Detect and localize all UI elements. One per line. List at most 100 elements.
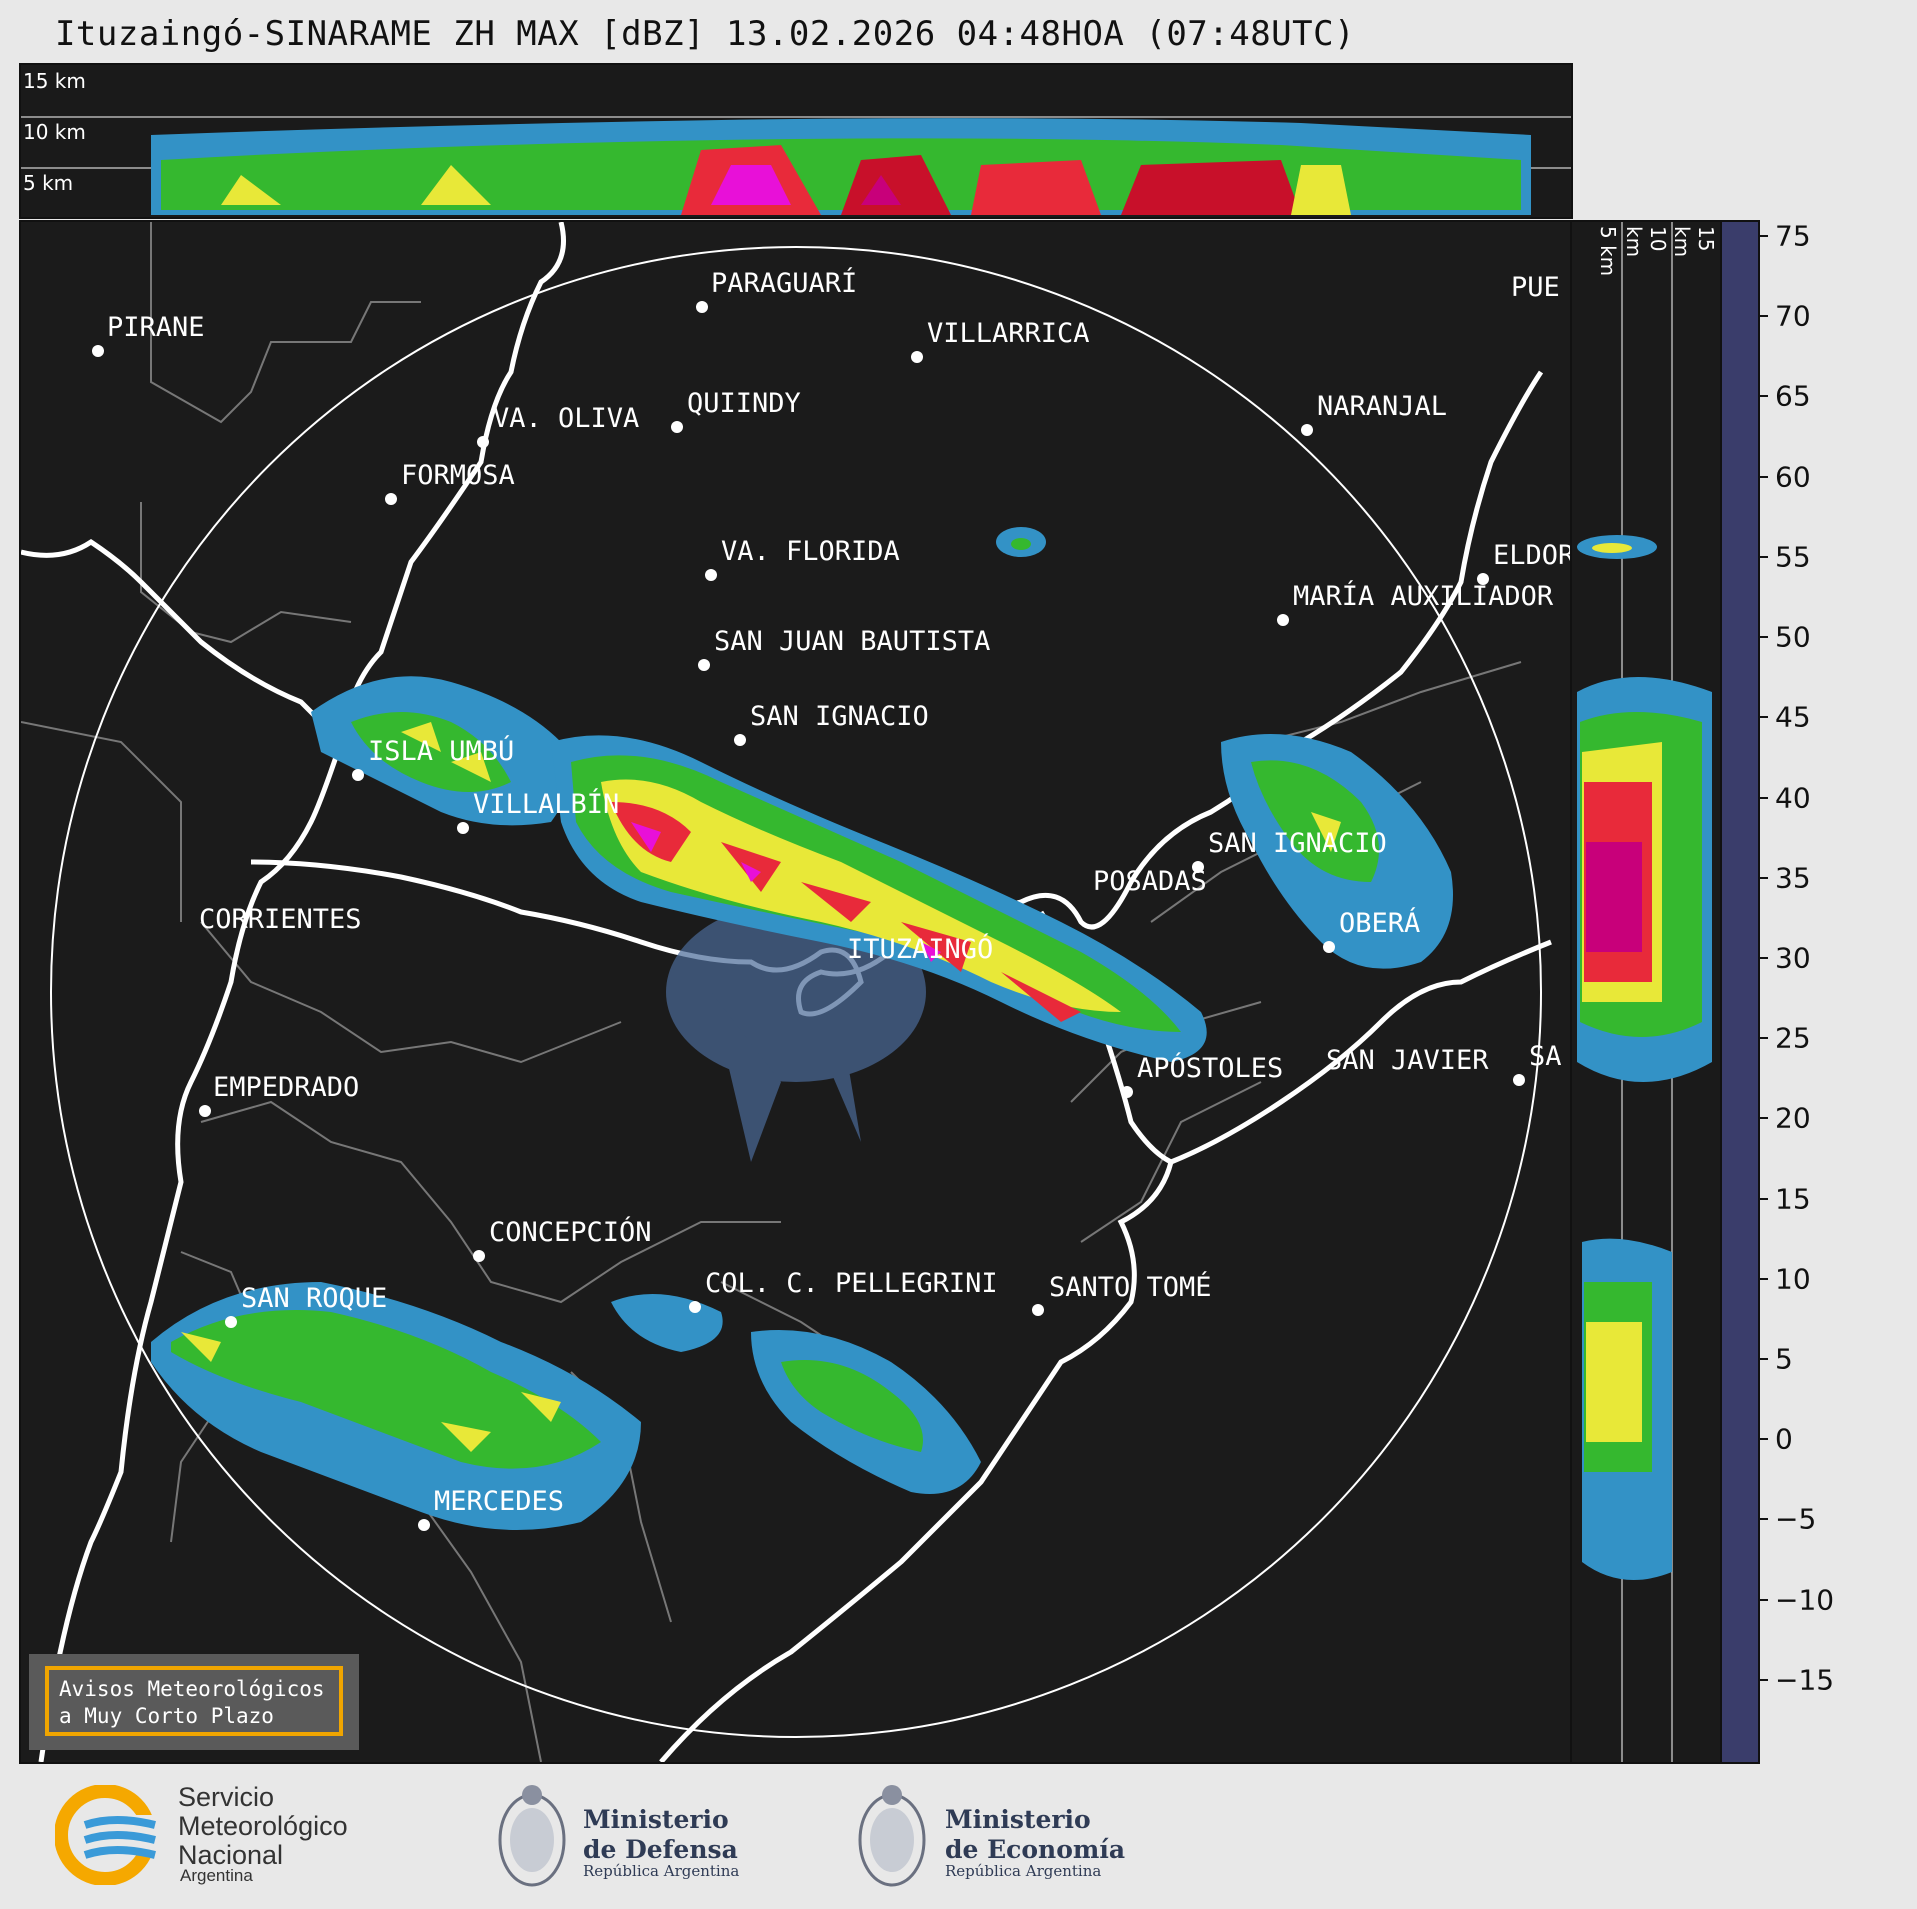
right-profile-echoes [1577,222,1712,1762]
colorbar-tick-mark [1758,1197,1768,1200]
colorbar-tick-mark [1758,636,1768,639]
city-dot-san-roque [225,1316,237,1328]
city-label-eldor: ELDOR [1493,540,1573,571]
city-dot-formosa [385,493,397,505]
city-dot-naranjal [1301,424,1313,436]
city-dot-va-florida [705,569,717,581]
colorbar-tick-mark [1758,555,1768,558]
city-label-posadas: POSADAS [1093,866,1207,897]
radar-range-ring [50,246,1542,1738]
colorbar-tick-label: 65 [1775,379,1811,413]
colorbar-tick-mark [1758,716,1768,719]
smn-logo-text: Servicio Meteorológico Nacional [178,1782,348,1870]
colorbar-tick-label: 75 [1775,219,1811,253]
city-label-villarrica: VILLARRICA [927,318,1090,349]
city-label-santo-tome: SANTO TOMÉ [1049,1272,1212,1303]
map-title: Ituzaingó-SINARAME ZH MAX [dBZ] 13.02.20… [54,14,1356,54]
city-label-va-oliva: VA. OLIVA [493,403,640,434]
radar-map[interactable]: PIRANE PARAGUARÍ VILLARRICA QUIINDY VA. … [19,220,1573,1764]
colorbar-tick-label: 45 [1775,700,1811,734]
colorbar-tick-mark [1758,1277,1768,1280]
right-altitude-label-5km: 5 km [1596,226,1620,277]
city-label-san-roque: SAN ROQUE [241,1283,388,1314]
colorbar-tick-mark [1758,956,1768,959]
city-dot-eldor [1477,573,1489,585]
city-label-isla-umbu: ISLA UMBÚ [368,736,515,767]
echoes-southwest [151,1282,641,1530]
echoes-east [1221,734,1453,969]
city-dot-mercedes [418,1519,430,1531]
colorbar-tick-label: 25 [1775,1021,1811,1055]
top-profile-echoes [21,116,1571,215]
colorbar-tick-mark [1758,1037,1768,1040]
city-label-naranjal: NARANJAL [1317,391,1448,422]
colorbar-tick-label: 30 [1775,941,1811,975]
colorbar-tick-mark [1758,1438,1768,1441]
city-label-paraguari: PARAGUARÍ [711,268,858,299]
colorbar-tick-label: 35 [1775,861,1811,895]
colorbar-tick-mark [1758,475,1768,478]
colorbar-tick-mark [1758,796,1768,799]
colorbar-tick-mark [1758,235,1768,238]
economia-logo-text: Ministerio de Economía [945,1805,1126,1864]
colorbar-tick-label: −10 [1775,1583,1835,1617]
city-dot-san-juan-bautista [698,659,710,671]
smn-logo-icon [55,1785,165,1885]
right-altitude-profile: 5 km 10 km 15 km [1570,220,1724,1764]
echoes-northwest [311,676,569,826]
city-label-ituzaingo: ITUZAINGÓ [847,934,994,965]
echoes-central-band [551,735,1207,1062]
warning-frame: Avisos Meteorológicos a Muy Corto Plazo [45,1666,343,1736]
city-label-san-javier: SAN JAVIER [1326,1045,1489,1076]
city-label-quiindy: QUIINDY [687,388,801,419]
city-dot-san-ignacio-py [734,734,746,746]
top-altitude-profile: 15 km 10 km 5 km [19,63,1573,219]
city-dot-quiindy [671,421,683,433]
colorbar-tick-mark [1758,1518,1768,1521]
colorbar-tick-mark [1758,1357,1768,1360]
colorbar-tick-mark [1758,1598,1768,1601]
warning-box[interactable]: Avisos Meteorológicos a Muy Corto Plazo [29,1654,359,1750]
colorbar-tick-label: 40 [1775,781,1811,814]
city-dot-pirane [92,345,104,357]
city-label-mercedes: MERCEDES [434,1486,565,1517]
echoes-south [611,1294,981,1494]
colorbar-tick-label: 15 [1775,1182,1811,1216]
city-label-va-florida: VA. FLORIDA [721,536,900,567]
city-dot-empedrado [199,1105,211,1117]
colorbar-tick-label: 55 [1775,540,1811,574]
warning-line-2: a Muy Corto Plazo [59,1704,274,1728]
colorbar-tick-label: 20 [1775,1101,1811,1135]
colorbar-tick-label: 50 [1775,620,1811,654]
altitude-label-10km: 10 km [23,120,86,144]
colorbar-tick-label: 10 [1775,1262,1811,1296]
defensa-logo-text: Ministerio de Defensa [583,1805,738,1864]
altitude-label-5km: 5 km [23,171,74,195]
city-label-villalbin: VILLALBÍN [473,789,620,820]
colorbar-tick-label: 5 [1775,1342,1793,1376]
city-label-concepcion: CONCEPCIÓN [489,1217,652,1248]
radar-map-layer [21,222,1552,1762]
colorbar-tick-label: 60 [1775,460,1811,494]
colorbar-tick-mark [1758,876,1768,879]
city-label-pirane: PIRANE [107,312,205,343]
city-dot-apostoles [1121,1086,1133,1098]
city-dot-obera [1323,941,1335,953]
echo-isolated-north [996,527,1046,557]
city-dot-concepcion [473,1250,485,1262]
city-label-san-juan-bautista: SAN JUAN BAUTISTA [714,626,991,657]
city-label-col-c-pellegrini: COL. C. PELLEGRINI [705,1268,998,1299]
city-dot-isla-umbu [352,769,364,781]
city-dot-va-oliva [477,436,489,448]
defensa-shield-icon [498,1785,566,1887]
city-label-pue: PUE [1511,272,1560,303]
city-label-sa: SA [1529,1041,1562,1072]
right-altitude-label-15km: 15 km [1670,226,1718,258]
colorbar-tick-mark [1758,1117,1768,1120]
defensa-logo-sub: República Argentina [583,1862,740,1880]
economia-logo-sub: República Argentina [945,1862,1102,1880]
city-dot-villarrica [911,351,923,363]
warning-line-1: Avisos Meteorológicos [59,1677,325,1701]
city-dot-san-ignacio-ar [1192,861,1204,873]
altitude-label-15km: 15 km [23,69,86,93]
